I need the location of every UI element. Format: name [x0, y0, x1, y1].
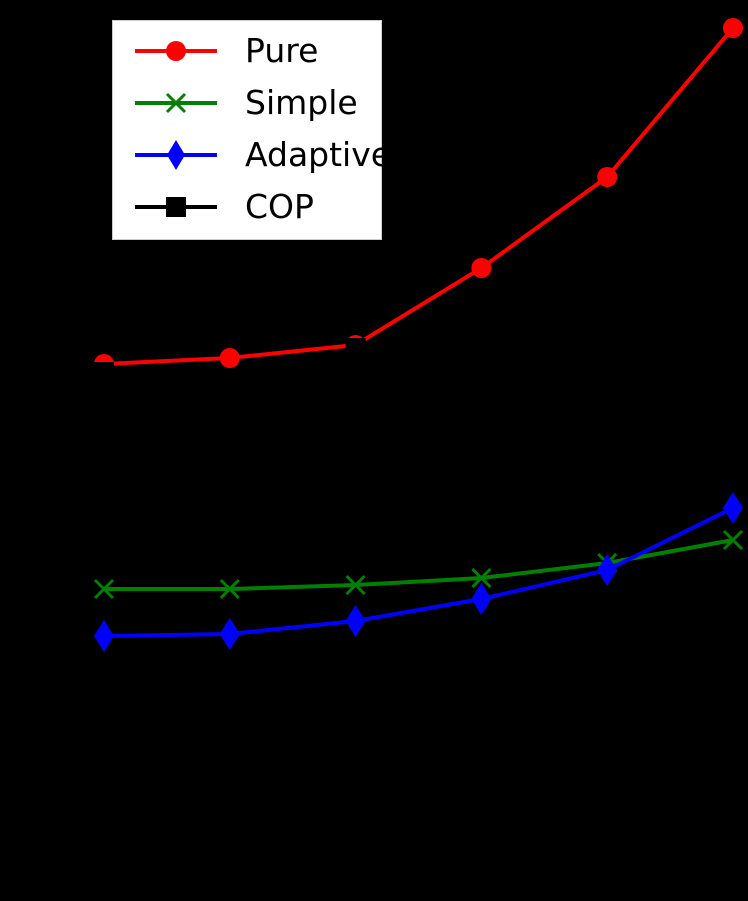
circle-marker-icon: [135, 41, 217, 61]
legend-item-pure: Pure: [123, 31, 373, 71]
legend-item-cop: COP: [123, 187, 373, 227]
diamond-marker-icon: [597, 554, 618, 586]
x-marker-icon: [722, 529, 744, 551]
circle-marker-icon: [219, 348, 240, 368]
x-marker-icon: [219, 578, 240, 600]
legend-label: COP: [245, 187, 314, 226]
legend-item-adaptive: Adaptive: [123, 135, 391, 175]
legend-label: Adaptive: [245, 135, 392, 174]
x-marker-icon: [135, 92, 217, 114]
square-marker-icon: [135, 197, 217, 217]
x-marker-icon: [93, 578, 115, 600]
diamond-marker-icon: [94, 620, 114, 652]
circle-marker-icon: [471, 258, 492, 278]
legend: Pure Simple Adaptive COP: [112, 20, 391, 240]
square-marker-icon: [94, 362, 114, 382]
square-marker-icon: [345, 338, 366, 358]
circle-marker-icon: [723, 18, 743, 38]
diamond-marker-icon: [471, 583, 492, 615]
plot-area: [93, 18, 744, 652]
series-line-pure: [103, 26, 735, 366]
diamond-marker-icon: [345, 605, 366, 637]
x-marker-icon: [345, 574, 366, 596]
circle-marker-icon: [597, 167, 618, 187]
diamond-marker-icon: [219, 618, 240, 650]
diamond-marker-icon: [723, 492, 743, 524]
legend-label: Pure: [245, 31, 319, 70]
legend-item-simple: Simple: [123, 83, 373, 123]
series-line-simple: [104, 538, 734, 591]
series-line-adaptive: [103, 506, 734, 638]
x-marker-icon: [471, 567, 492, 589]
legend-label: Simple: [245, 83, 358, 122]
diamond-marker-icon: [135, 140, 217, 170]
